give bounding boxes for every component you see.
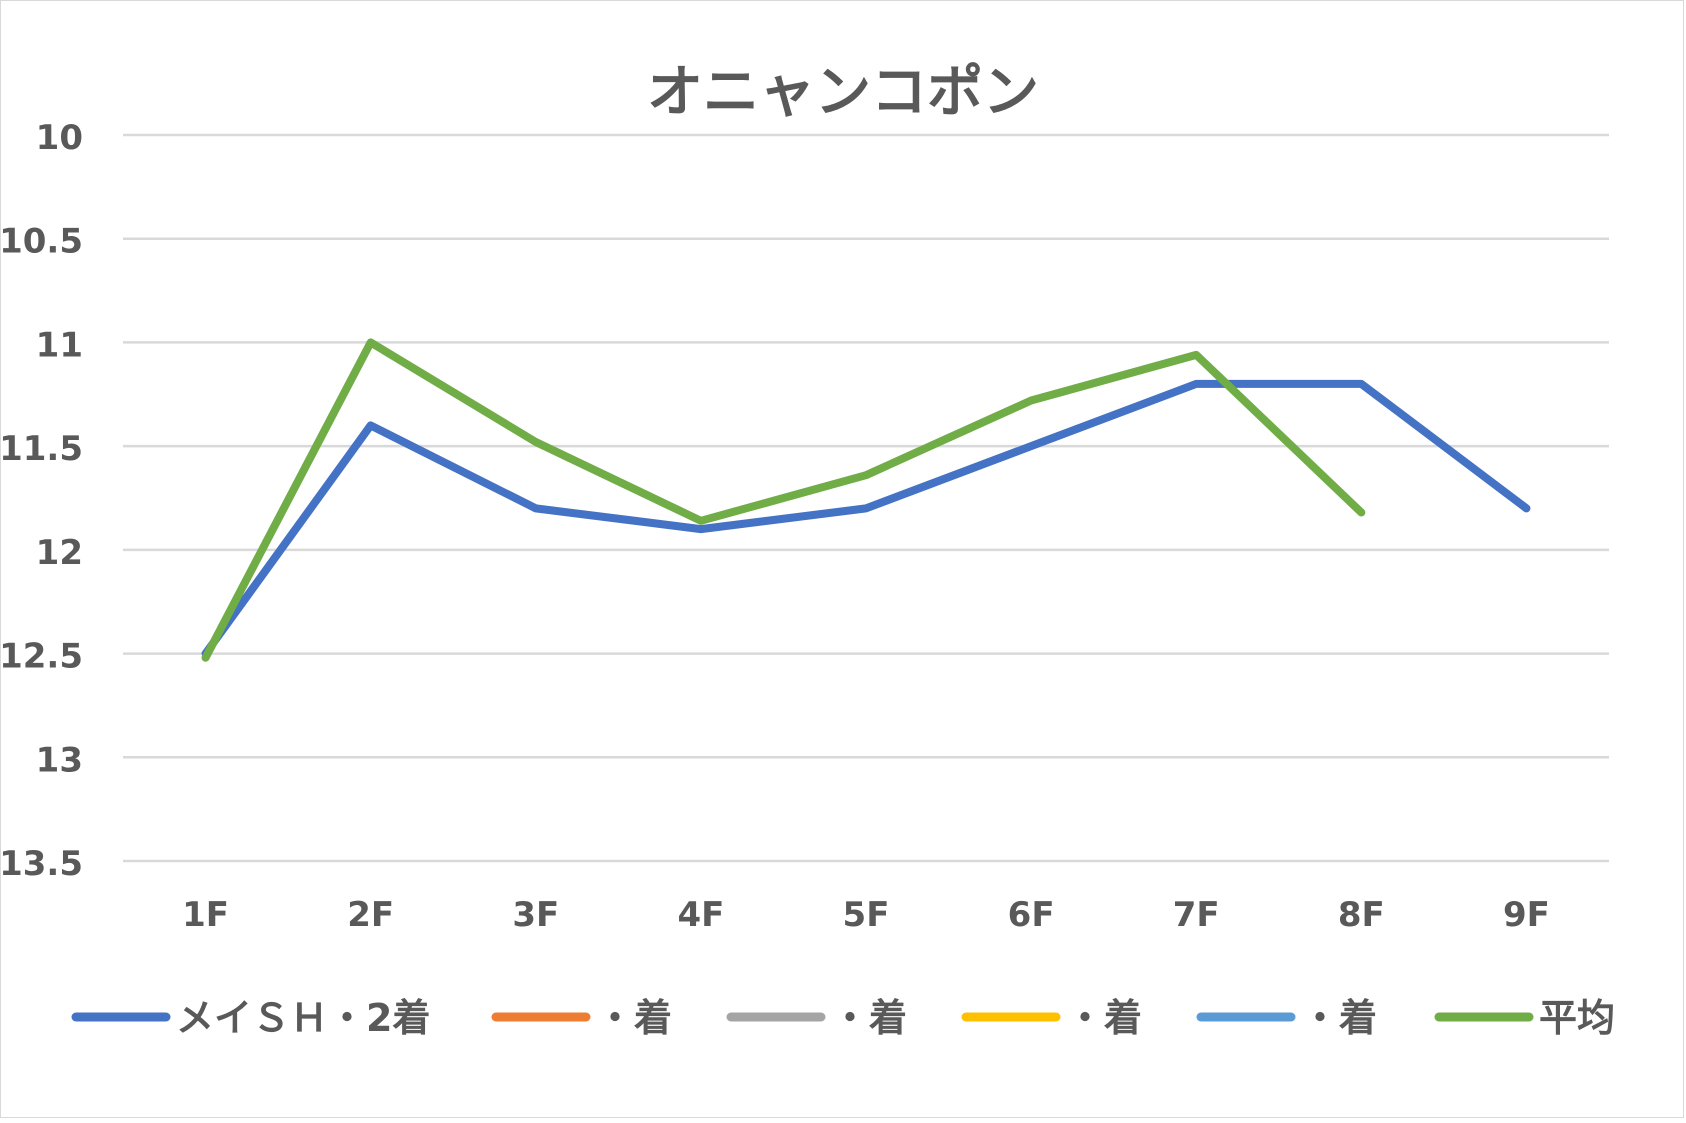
series-line-5	[201, 338, 1366, 662]
x-tick-label: 7F	[1173, 895, 1220, 935]
x-tick-label: 9F	[1503, 895, 1550, 935]
legend-label: メイＳＨ・2着	[176, 996, 430, 1040]
legend-label: ・着	[1301, 996, 1377, 1040]
legend-label: ・着	[1066, 996, 1142, 1040]
x-axis-ticks: 1F 2F 3F 4F 5F 6F 7F 8F 9F	[182, 895, 1550, 935]
y-tick-label: 10	[36, 118, 83, 158]
legend: メイＳＨ・2着 ・着 ・着 ・着 ・着 平均	[71, 996, 1615, 1040]
x-tick-label: 3F	[512, 895, 559, 935]
y-tick-label: 12.5	[1, 637, 83, 677]
legend-label: ・着	[596, 996, 672, 1040]
x-tick-label: 1F	[182, 895, 229, 935]
gridlines	[123, 133, 1609, 863]
x-tick-label: 6F	[1008, 895, 1055, 935]
series-line-0	[201, 379, 1531, 658]
x-tick-label: 2F	[347, 895, 394, 935]
x-tick-label: 5F	[843, 895, 890, 935]
legend-label: 平均	[1539, 996, 1615, 1040]
legend-label: ・着	[831, 996, 907, 1040]
chart-title: オニャンコポン	[647, 60, 1039, 125]
series-lines	[201, 338, 1531, 662]
y-tick-label: 11.5	[1, 429, 83, 469]
y-axis-ticks: 10 10.5 11 11.5 12 12.5 13 13.5	[0, 118, 83, 884]
y-tick-label: 13.5	[1, 844, 83, 884]
y-tick-label: 13	[36, 740, 83, 780]
y-tick-label: 10.5	[1, 222, 83, 262]
x-tick-label: 8F	[1338, 895, 1385, 935]
x-tick-label: 4F	[677, 895, 724, 935]
y-tick-label: 12	[36, 533, 83, 573]
y-tick-label: 11	[36, 325, 83, 365]
